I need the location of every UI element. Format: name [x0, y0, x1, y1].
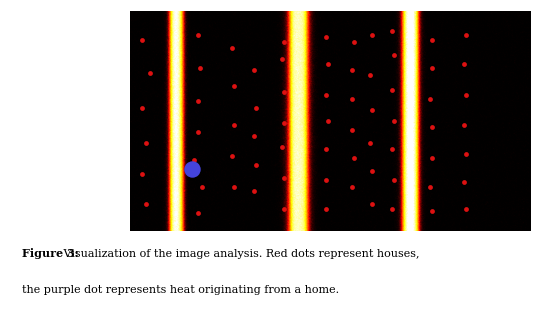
Point: [389, 178, 398, 183]
Point: [197, 184, 206, 189]
Text: the purple dot represents heat originating from a home.: the purple dot represents heat originati…: [22, 285, 339, 295]
Point: [230, 184, 238, 189]
Point: [323, 118, 332, 123]
Point: [368, 169, 376, 174]
Point: [349, 39, 358, 44]
Point: [230, 123, 238, 128]
Point: [137, 37, 146, 42]
Point: [250, 68, 258, 73]
Point: [187, 167, 196, 172]
Point: [461, 92, 470, 97]
Point: [230, 83, 238, 88]
Point: [193, 99, 202, 104]
Point: [250, 134, 258, 139]
Point: [368, 33, 376, 38]
Point: [279, 206, 288, 211]
Point: [459, 180, 468, 185]
Point: [426, 96, 434, 101]
Point: [323, 61, 332, 66]
Point: [279, 39, 288, 44]
Point: [251, 105, 260, 110]
Point: [251, 162, 260, 167]
Point: [279, 176, 288, 181]
Point: [279, 90, 288, 95]
Point: [368, 107, 376, 112]
Point: [388, 206, 396, 211]
Point: [427, 66, 436, 71]
Point: [141, 202, 150, 207]
Point: [459, 61, 468, 66]
Text: Visualization of the image analysis. Red dots represent houses,: Visualization of the image analysis. Red…: [60, 249, 419, 259]
Point: [141, 140, 150, 145]
Point: [321, 206, 330, 211]
Point: [347, 68, 356, 73]
Point: [461, 206, 470, 211]
Text: Figure 3:: Figure 3:: [22, 248, 79, 259]
Point: [427, 156, 436, 161]
Point: [195, 66, 204, 71]
Point: [193, 211, 202, 216]
Point: [321, 35, 330, 40]
Point: [461, 33, 470, 38]
Point: [250, 189, 258, 194]
Point: [427, 125, 436, 130]
Point: [321, 92, 330, 97]
Point: [388, 147, 396, 152]
Point: [426, 184, 434, 189]
Point: [227, 46, 236, 51]
Point: [349, 156, 358, 161]
Point: [189, 158, 198, 163]
Point: [368, 202, 376, 207]
Point: [427, 37, 436, 42]
Point: [277, 145, 286, 150]
Point: [145, 70, 154, 75]
Point: [277, 57, 286, 62]
Point: [279, 121, 288, 126]
Point: [137, 171, 146, 176]
Point: [321, 147, 330, 152]
Point: [388, 88, 396, 93]
Point: [193, 129, 202, 134]
Point: [389, 118, 398, 123]
Point: [388, 28, 396, 33]
Point: [193, 33, 202, 38]
Point: [347, 127, 356, 132]
Point: [137, 105, 146, 110]
Point: [347, 184, 356, 189]
Point: [321, 178, 330, 183]
Point: [459, 123, 468, 128]
Point: [347, 96, 356, 101]
Point: [389, 52, 398, 57]
Point: [365, 140, 374, 145]
Point: [227, 154, 236, 159]
Point: [427, 208, 436, 214]
Point: [461, 151, 470, 156]
Point: [365, 72, 374, 77]
